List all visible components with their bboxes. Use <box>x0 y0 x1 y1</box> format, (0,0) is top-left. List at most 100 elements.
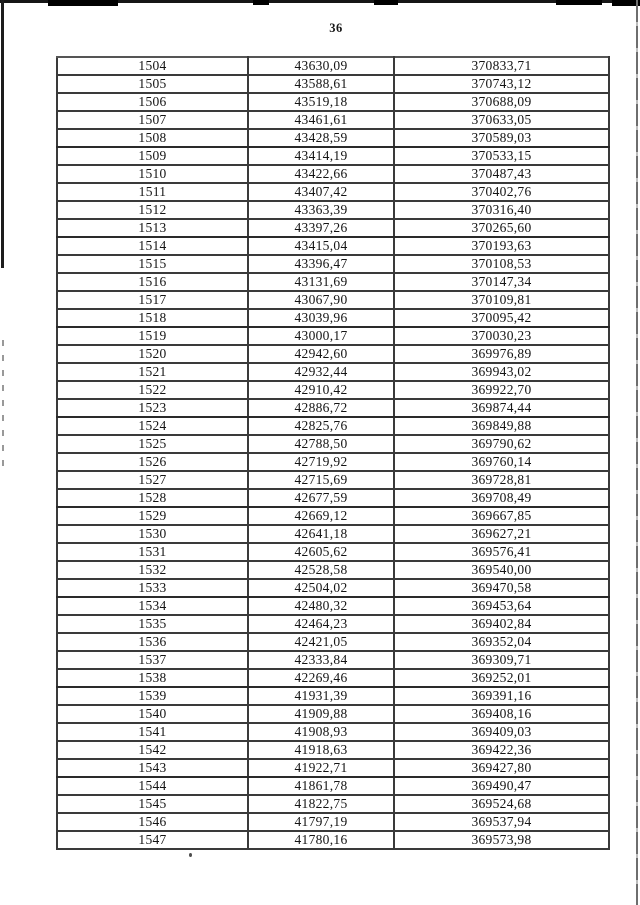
table-cell: 43422,66 <box>247 164 395 184</box>
table-row: 1546 41797,19 369537,94 <box>56 812 610 832</box>
table-cell: 43067,90 <box>247 290 395 310</box>
table-cell: 369790,62 <box>393 434 610 454</box>
table-cell: 369537,94 <box>393 812 610 832</box>
table-cell: 1527 <box>56 470 249 490</box>
table-cell: 42480,32 <box>247 596 395 616</box>
table-cell: 42269,46 <box>247 668 395 688</box>
table-row: 1507 43461,61 370633,05 <box>56 110 610 130</box>
table-row: 1534 42480,32 369453,64 <box>56 596 610 616</box>
table-row: 1538 42269,46 369252,01 <box>56 668 610 688</box>
table-cell: 369252,01 <box>393 668 610 688</box>
scan-artifact-blob <box>556 0 602 5</box>
table-row: 1504 43630,09 370833,71 <box>56 56 610 76</box>
table-cell: 1531 <box>56 542 249 562</box>
table-row: 1543 41922,71 369427,80 <box>56 758 610 778</box>
table-cell: 369540,00 <box>393 560 610 580</box>
table-cell: 43000,17 <box>247 326 395 346</box>
table-cell: 369728,81 <box>393 470 610 490</box>
table-row: 1515 43396,47 370108,53 <box>56 254 610 274</box>
table-cell: 1545 <box>56 794 249 814</box>
table-cell: 1541 <box>56 722 249 742</box>
table-row: 1529 42669,12 369667,85 <box>56 506 610 526</box>
table-row: 1528 42677,59 369708,49 <box>56 488 610 508</box>
table-cell: 1536 <box>56 632 249 652</box>
table-cell: 41822,75 <box>247 794 395 814</box>
table-row: 1541 41908,93 369409,03 <box>56 722 610 742</box>
table-cell: 369708,49 <box>393 488 610 508</box>
table-cell: 1543 <box>56 758 249 778</box>
data-table-body: 1504 43630,09 370833,71 1505 43588,61 370743,… <box>56 56 610 850</box>
table-cell: 369391,16 <box>393 686 610 706</box>
table-cell: 370265,60 <box>393 218 610 238</box>
table-cell: 369490,47 <box>393 776 610 796</box>
table-row: 1547 41780,16 369573,98 <box>56 830 610 850</box>
table-cell: 369874,44 <box>393 398 610 418</box>
table-cell: 370743,12 <box>393 74 610 94</box>
table-cell: 42641,18 <box>247 524 395 544</box>
table-cell: 1511 <box>56 182 249 202</box>
table-cell: 370402,76 <box>393 182 610 202</box>
table-cell: 1542 <box>56 740 249 760</box>
table-cell: 1516 <box>56 272 249 292</box>
table-cell: 1504 <box>56 56 249 76</box>
table-row: 1526 42719,92 369760,14 <box>56 452 610 472</box>
table-cell: 1532 <box>56 560 249 580</box>
table-cell: 42528,58 <box>247 560 395 580</box>
table-cell: 1509 <box>56 146 249 166</box>
table-cell: 42421,05 <box>247 632 395 652</box>
table-cell: 1530 <box>56 524 249 544</box>
table-row: 1512 43363,39 370316,40 <box>56 200 610 220</box>
table-cell: 1533 <box>56 578 249 598</box>
table-cell: 1537 <box>56 650 249 670</box>
table-row: 1506 43519,18 370688,09 <box>56 92 610 112</box>
table-cell: 42825,76 <box>247 416 395 436</box>
table-row: 1533 42504,02 369470,58 <box>56 578 610 598</box>
table-row: 1516 43131,69 370147,34 <box>56 272 610 292</box>
table-cell: 369408,16 <box>393 704 610 724</box>
table-cell: 43630,09 <box>247 56 395 76</box>
table-cell: 369849,88 <box>393 416 610 436</box>
table-cell: 369524,68 <box>393 794 610 814</box>
table-row: 1514 43415,04 370193,63 <box>56 236 610 256</box>
table-cell: 1514 <box>56 236 249 256</box>
table-row: 1531 42605,62 369576,41 <box>56 542 610 562</box>
table-row: 1536 42421,05 369352,04 <box>56 632 610 652</box>
table-cell: 42932,44 <box>247 362 395 382</box>
table-cell: 1539 <box>56 686 249 706</box>
table-cell: 370833,71 <box>393 56 610 76</box>
table-cell: 43588,61 <box>247 74 395 94</box>
table-row: 1518 43039,96 370095,42 <box>56 308 610 328</box>
table-row: 1537 42333,84 369309,71 <box>56 650 610 670</box>
table-cell: 41797,19 <box>247 812 395 832</box>
table-cell: 43415,04 <box>247 236 395 256</box>
table-cell: 1535 <box>56 614 249 634</box>
table-row: 1523 42886,72 369874,44 <box>56 398 610 418</box>
table-row: 1535 42464,23 369402,84 <box>56 614 610 634</box>
table-cell: 1534 <box>56 596 249 616</box>
table-cell: 42504,02 <box>247 578 395 598</box>
table-cell: 1524 <box>56 416 249 436</box>
page-number: 36 <box>329 21 343 35</box>
table-cell: 1523 <box>56 398 249 418</box>
table-cell: 1522 <box>56 380 249 400</box>
table-cell: 42719,92 <box>247 452 395 472</box>
table-cell: 42886,72 <box>247 398 395 418</box>
table-cell: 1538 <box>56 668 249 688</box>
table-cell: 369309,71 <box>393 650 610 670</box>
table-cell: 370109,81 <box>393 290 610 310</box>
table-cell: 369760,14 <box>393 452 610 472</box>
table-cell: 369976,89 <box>393 344 610 364</box>
table-cell: 370108,53 <box>393 254 610 274</box>
table-cell: 369352,04 <box>393 632 610 652</box>
scan-artifact-left-edge <box>1 0 4 268</box>
table-row: 1510 43422,66 370487,43 <box>56 164 610 184</box>
table-cell: 369402,84 <box>393 614 610 634</box>
table-cell: 43414,19 <box>247 146 395 166</box>
table-cell: 1506 <box>56 92 249 112</box>
table-cell: 1518 <box>56 308 249 328</box>
table-cell: 42605,62 <box>247 542 395 562</box>
table-cell: 41908,93 <box>247 722 395 742</box>
table-row: 1517 43067,90 370109,81 <box>56 290 610 310</box>
table-cell: 370193,63 <box>393 236 610 256</box>
